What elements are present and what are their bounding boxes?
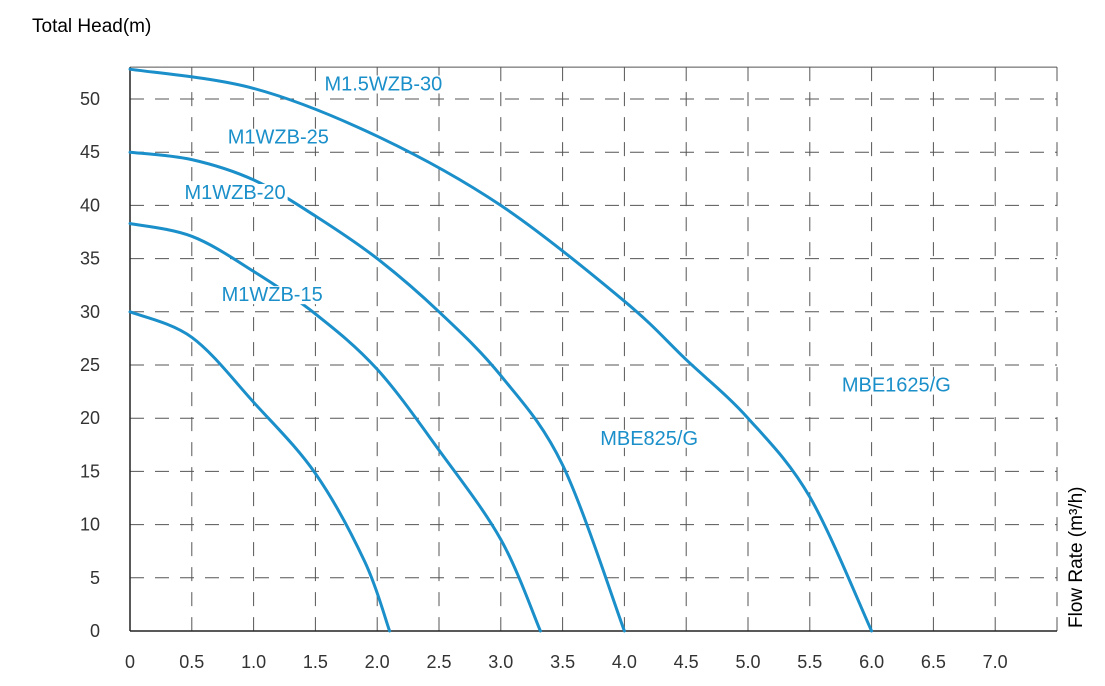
y-tick-label: 20: [80, 408, 100, 428]
performance-curves: [128, 67, 874, 633]
y-tick-label: 25: [80, 355, 100, 375]
x-tick-label: 6.0: [859, 652, 884, 672]
y-axis-title: Total Head(m): [32, 16, 151, 37]
x-tick-label: 6.5: [921, 652, 946, 672]
y-tick-label: 30: [80, 302, 100, 322]
x-tick-label: 4.5: [674, 652, 699, 672]
curve-labels: M1WZB-15 M1WZB-20 M1WZB-25 M1.5WZB-30 MBE825…: [182, 73, 953, 450]
curve-label: M1WZB-20: [184, 182, 285, 204]
curve-label: MBE825/G: [600, 428, 698, 450]
x-tick-label: 7.0: [983, 652, 1008, 672]
series-line-m1wzb-15: [128, 310, 392, 633]
label-background: [182, 184, 288, 203]
x-tick-label: 0.5: [179, 652, 204, 672]
x-tick-label: 1.0: [241, 652, 266, 672]
series-line-m1wzb-20: [128, 222, 542, 633]
label-background: [322, 75, 445, 94]
series-line-m1wzb-25: [128, 150, 626, 633]
x-axis-title: Flow Rate (m³/h): [1066, 487, 1087, 628]
curve-label: M1WZB-15: [222, 284, 323, 306]
x-tick-label: 3.5: [550, 652, 575, 672]
y-tick-label: 40: [80, 195, 100, 215]
label-background: [598, 429, 701, 448]
x-tick-label: 1.5: [303, 652, 328, 672]
curve-label: M1.5WZB-30: [324, 73, 442, 95]
x-tick-label: 3.0: [488, 652, 513, 672]
curve-label: MBE1625/G: [842, 375, 951, 397]
y-tick-label: 0: [90, 621, 100, 641]
label-background: [839, 376, 953, 395]
y-tick-label: 50: [80, 89, 100, 109]
axes: [129, 67, 1057, 632]
y-tick-label: 35: [80, 249, 100, 269]
y-tick-label: 10: [80, 515, 100, 535]
x-tick-label: 2.5: [426, 652, 451, 672]
tick-labels: 0 0.5 1.0 1.5 2.0 2.5 3.0 3.5 4.0 4.5 5.0 5.5 6.0 6.5…: [80, 89, 1008, 672]
x-tick-label: 0: [125, 652, 135, 672]
x-tick-label: 4.0: [612, 652, 637, 672]
label-background: [225, 128, 331, 147]
x-tick-label: 5.5: [797, 652, 822, 672]
y-tick-label: 15: [80, 461, 100, 481]
label-background: [219, 286, 325, 305]
x-tick-label: 2.0: [365, 652, 390, 672]
x-tick-label: 5.0: [735, 652, 760, 672]
curve-label: M1WZB-25: [228, 127, 329, 149]
series-line-m1-5wzb-30: [128, 67, 874, 633]
y-tick-label: 5: [90, 568, 100, 588]
y-tick-label: 45: [80, 142, 100, 162]
